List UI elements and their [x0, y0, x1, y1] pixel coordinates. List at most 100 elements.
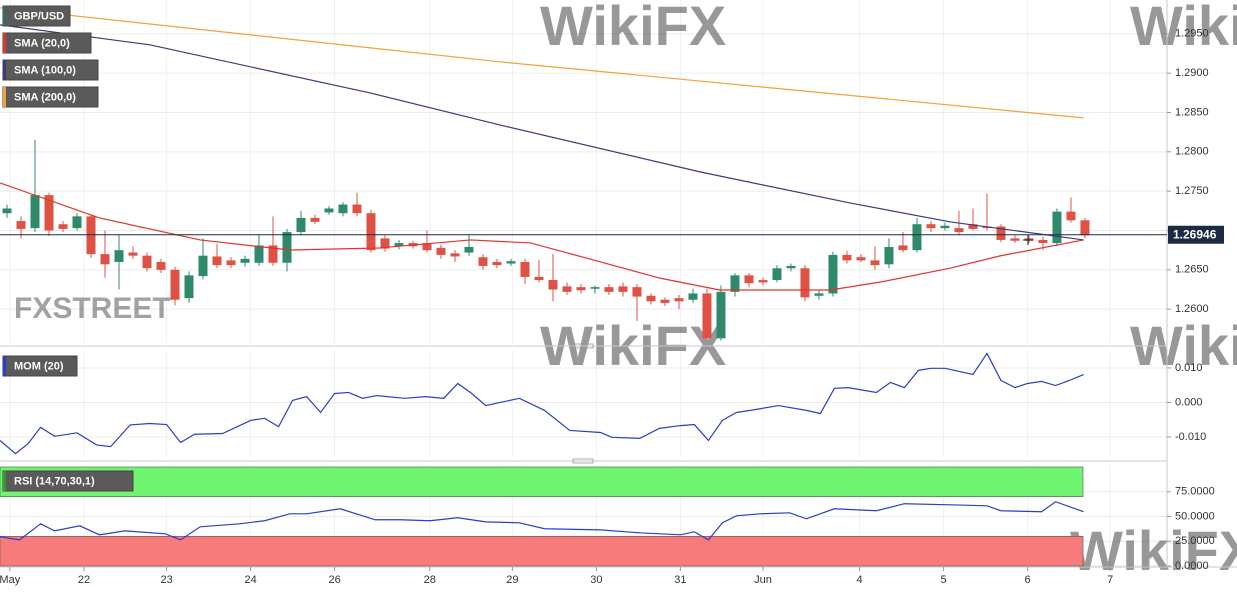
- candle-body: [968, 224, 978, 229]
- candle-body: [674, 298, 684, 302]
- candle-body: [646, 295, 656, 302]
- legend-label: RSI (14,70,30,1): [14, 475, 95, 487]
- last-price-label: 1.26946: [1173, 227, 1217, 241]
- y-tick-label: 0.0000: [1175, 560, 1209, 572]
- series-line: [0, 182, 1084, 291]
- candle-body: [1038, 239, 1048, 244]
- candle-body: [912, 224, 922, 251]
- legend-label: SMA (100,0): [14, 64, 76, 76]
- cursor-cross: [1023, 235, 1033, 245]
- candle-body: [352, 204, 362, 214]
- candle-body: [170, 269, 180, 300]
- candle-body: [282, 232, 292, 263]
- candle-body: [730, 275, 740, 292]
- resize-handle[interactable]: [572, 458, 594, 464]
- y-tick-label: 0.010: [1175, 362, 1203, 374]
- series-line: [0, 501, 1084, 541]
- candle-body: [142, 255, 152, 269]
- candle-body: [884, 247, 894, 265]
- x-tick-label: May: [0, 574, 21, 586]
- candle-body: [954, 228, 964, 233]
- y-tick-label: 1.2600: [1175, 303, 1209, 315]
- watermark: WikiFX: [1070, 519, 1237, 582]
- candle-body: [114, 250, 124, 262]
- y-tick-label: 1.2900: [1175, 67, 1209, 79]
- candle-body: [492, 261, 502, 266]
- candle-body: [72, 216, 82, 229]
- candle-body: [1052, 211, 1062, 244]
- resize-handle[interactable]: [572, 343, 594, 349]
- candle-body: [772, 268, 782, 281]
- candle-body: [562, 286, 572, 292]
- candle-body: [800, 268, 810, 298]
- candle-body: [758, 280, 768, 283]
- watermark: WikiFX: [540, 0, 726, 57]
- band: [0, 466, 1084, 497]
- last-price-box: [1168, 225, 1224, 244]
- x-tick-label: 28: [424, 574, 436, 586]
- candle-body: [506, 261, 516, 264]
- band: [0, 536, 1084, 567]
- x-tick-label: 23: [160, 574, 172, 586]
- candle-body: [338, 204, 348, 214]
- candle-body: [632, 287, 642, 297]
- candle-body: [1066, 211, 1076, 221]
- y-tick-label: 1.2950: [1175, 28, 1209, 40]
- candle-body: [226, 260, 236, 266]
- x-tick-label: 7: [1107, 574, 1113, 586]
- candle-body: [576, 287, 586, 291]
- candle-body: [184, 275, 194, 299]
- x-tick-label: 31: [674, 574, 686, 586]
- candle-body: [324, 208, 334, 213]
- candle-body: [702, 293, 712, 339]
- candle-body: [828, 254, 838, 294]
- y-tick-label: 1.2800: [1175, 146, 1209, 158]
- x-tick-label: 5: [941, 574, 947, 586]
- x-tick-label: 30: [590, 574, 602, 586]
- candle-body: [100, 254, 110, 265]
- candle-body: [464, 247, 474, 253]
- x-tick-label: Jun: [754, 574, 772, 586]
- candle-body: [520, 261, 530, 277]
- candle-body: [58, 224, 68, 229]
- candle-body: [660, 299, 670, 303]
- candle-body: [716, 291, 726, 339]
- candle-body: [898, 245, 908, 251]
- candle-body: [856, 257, 866, 261]
- candle-body: [128, 252, 138, 256]
- candle-body: [380, 238, 390, 249]
- candle-body: [1080, 220, 1090, 236]
- candle-body: [422, 243, 432, 251]
- x-tick-label: 4: [857, 574, 863, 586]
- x-tick-label: 26: [328, 574, 340, 586]
- candle-body: [198, 255, 208, 277]
- watermark: WikiFX: [1130, 0, 1237, 57]
- candle-body: [478, 257, 488, 266]
- x-tick-label: 22: [78, 574, 90, 586]
- candle-body: [156, 261, 166, 270]
- x-tick-label: 29: [506, 574, 518, 586]
- y-tick-label: 1.2750: [1175, 185, 1209, 197]
- candle-body: [212, 256, 222, 266]
- x-tick-label: 24: [244, 574, 256, 586]
- legend-swatch: [3, 6, 6, 26]
- y-tick-label: 75.0000: [1175, 486, 1215, 498]
- legend-swatch: [3, 471, 6, 491]
- candle-body: [870, 260, 880, 266]
- candle-body: [604, 287, 614, 292]
- candle-body: [1010, 238, 1020, 241]
- candle-body: [842, 254, 852, 261]
- candle-body: [996, 226, 1006, 240]
- candle-body: [394, 243, 404, 247]
- candle-body: [240, 258, 250, 263]
- watermark: WikiFX: [1130, 314, 1237, 377]
- candle-body: [2, 208, 12, 214]
- candle-body: [940, 225, 950, 229]
- candle-body: [744, 275, 754, 284]
- candle-body: [436, 247, 446, 255]
- candle-body: [450, 253, 460, 257]
- candle-body: [296, 217, 306, 233]
- y-tick-label: -0.010: [1175, 431, 1206, 443]
- candle-body: [618, 286, 628, 292]
